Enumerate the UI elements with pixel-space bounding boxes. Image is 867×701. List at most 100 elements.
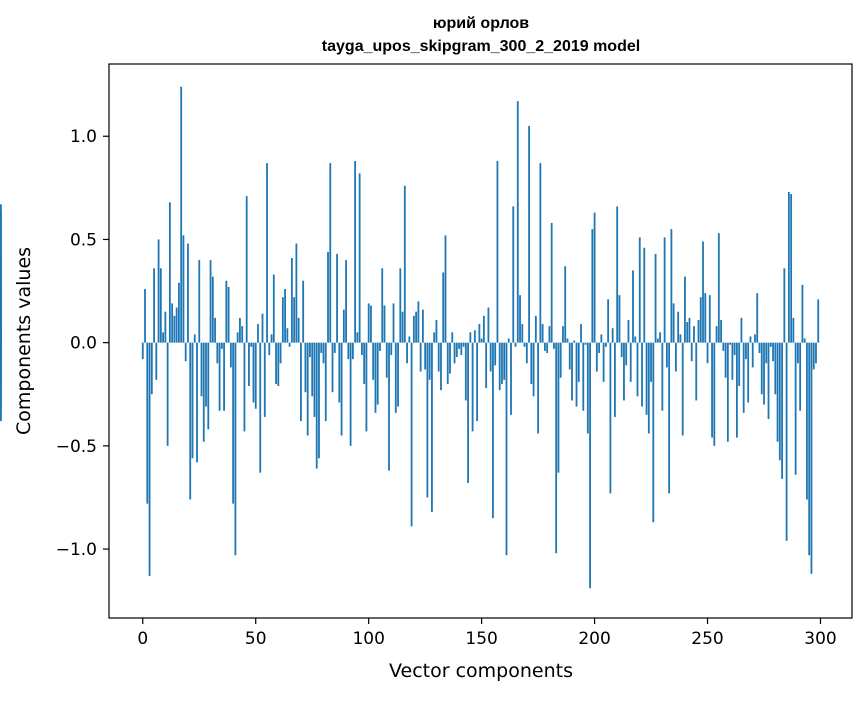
bar xyxy=(480,338,483,343)
bar xyxy=(760,342,763,395)
bar xyxy=(444,235,447,343)
bar xyxy=(672,303,675,343)
bar xyxy=(202,342,205,442)
bar xyxy=(173,315,176,343)
bar xyxy=(383,305,386,343)
bar xyxy=(668,342,671,494)
bar xyxy=(530,342,533,384)
bar xyxy=(541,324,544,343)
bar xyxy=(349,342,352,446)
bar xyxy=(266,163,268,343)
bar xyxy=(559,342,562,378)
plot-area-frame xyxy=(108,63,853,619)
bar xyxy=(571,342,573,401)
bar xyxy=(426,342,429,498)
bar xyxy=(693,326,695,343)
bar xyxy=(778,342,781,461)
bar xyxy=(141,342,144,360)
bar xyxy=(306,342,309,436)
bar xyxy=(641,342,643,407)
bar xyxy=(625,342,628,366)
bar xyxy=(460,342,463,356)
bar xyxy=(810,342,813,574)
bar xyxy=(458,342,460,349)
bar xyxy=(485,342,488,389)
bar xyxy=(227,286,230,343)
bar xyxy=(207,342,210,430)
bar xyxy=(492,342,494,519)
chart-title-line2: tayga_upos_skipgram_300_2_2019 model xyxy=(322,38,640,55)
bar xyxy=(437,342,440,372)
bar xyxy=(679,334,682,343)
bar xyxy=(650,342,652,382)
bar xyxy=(182,235,185,343)
bar xyxy=(726,342,729,442)
bar xyxy=(290,258,293,343)
bar xyxy=(711,342,713,438)
bar xyxy=(600,334,603,343)
bar xyxy=(675,342,677,372)
chart-title-line1: юрий орлов xyxy=(433,15,529,32)
bar xyxy=(756,293,759,343)
x-tick-label: 100 xyxy=(352,629,384,649)
bar xyxy=(318,342,320,459)
bar xyxy=(148,342,151,576)
bar xyxy=(665,342,668,368)
bar xyxy=(166,342,169,446)
bar xyxy=(785,342,788,541)
bar xyxy=(279,342,282,364)
bar xyxy=(234,342,237,556)
bar xyxy=(340,342,343,436)
bar xyxy=(327,251,329,343)
x-tick-label: 0 xyxy=(137,629,148,649)
bar xyxy=(209,260,212,343)
bar xyxy=(189,342,192,500)
bar xyxy=(187,243,189,343)
bar xyxy=(259,342,262,473)
bar xyxy=(381,268,384,343)
bar xyxy=(478,324,481,343)
bar xyxy=(184,342,187,362)
bar xyxy=(568,342,571,370)
bar xyxy=(501,342,503,384)
bar xyxy=(412,315,415,343)
bar xyxy=(704,293,707,343)
bar xyxy=(372,342,375,380)
bar xyxy=(257,324,259,343)
bar xyxy=(424,342,427,370)
y-tick-label: −0.5 xyxy=(56,437,97,457)
bar xyxy=(638,237,641,343)
bar xyxy=(598,342,601,353)
bar xyxy=(806,342,808,500)
bar xyxy=(516,101,519,343)
bar xyxy=(146,342,149,504)
bar xyxy=(654,253,657,343)
bar xyxy=(313,342,316,417)
bar xyxy=(677,311,680,343)
bar xyxy=(763,342,765,405)
bar xyxy=(309,342,311,358)
bar xyxy=(803,338,806,343)
bar xyxy=(281,297,284,343)
bar xyxy=(243,342,246,432)
bar xyxy=(245,196,248,343)
bar xyxy=(295,243,298,343)
bar xyxy=(311,342,314,397)
bar xyxy=(776,342,779,442)
bar xyxy=(153,268,155,343)
bar xyxy=(580,324,582,343)
x-axis-label: Vector components xyxy=(389,660,573,682)
bar xyxy=(446,342,449,384)
bar xyxy=(636,342,639,397)
bar xyxy=(722,342,725,351)
bar xyxy=(787,191,790,343)
bar xyxy=(397,342,399,407)
bar xyxy=(324,342,327,422)
bar xyxy=(604,342,607,347)
y-tick-label: −1.0 xyxy=(56,540,97,560)
bar xyxy=(451,332,454,343)
bar xyxy=(510,342,512,415)
bar xyxy=(724,342,727,378)
bar xyxy=(546,342,549,353)
bar xyxy=(749,336,752,343)
